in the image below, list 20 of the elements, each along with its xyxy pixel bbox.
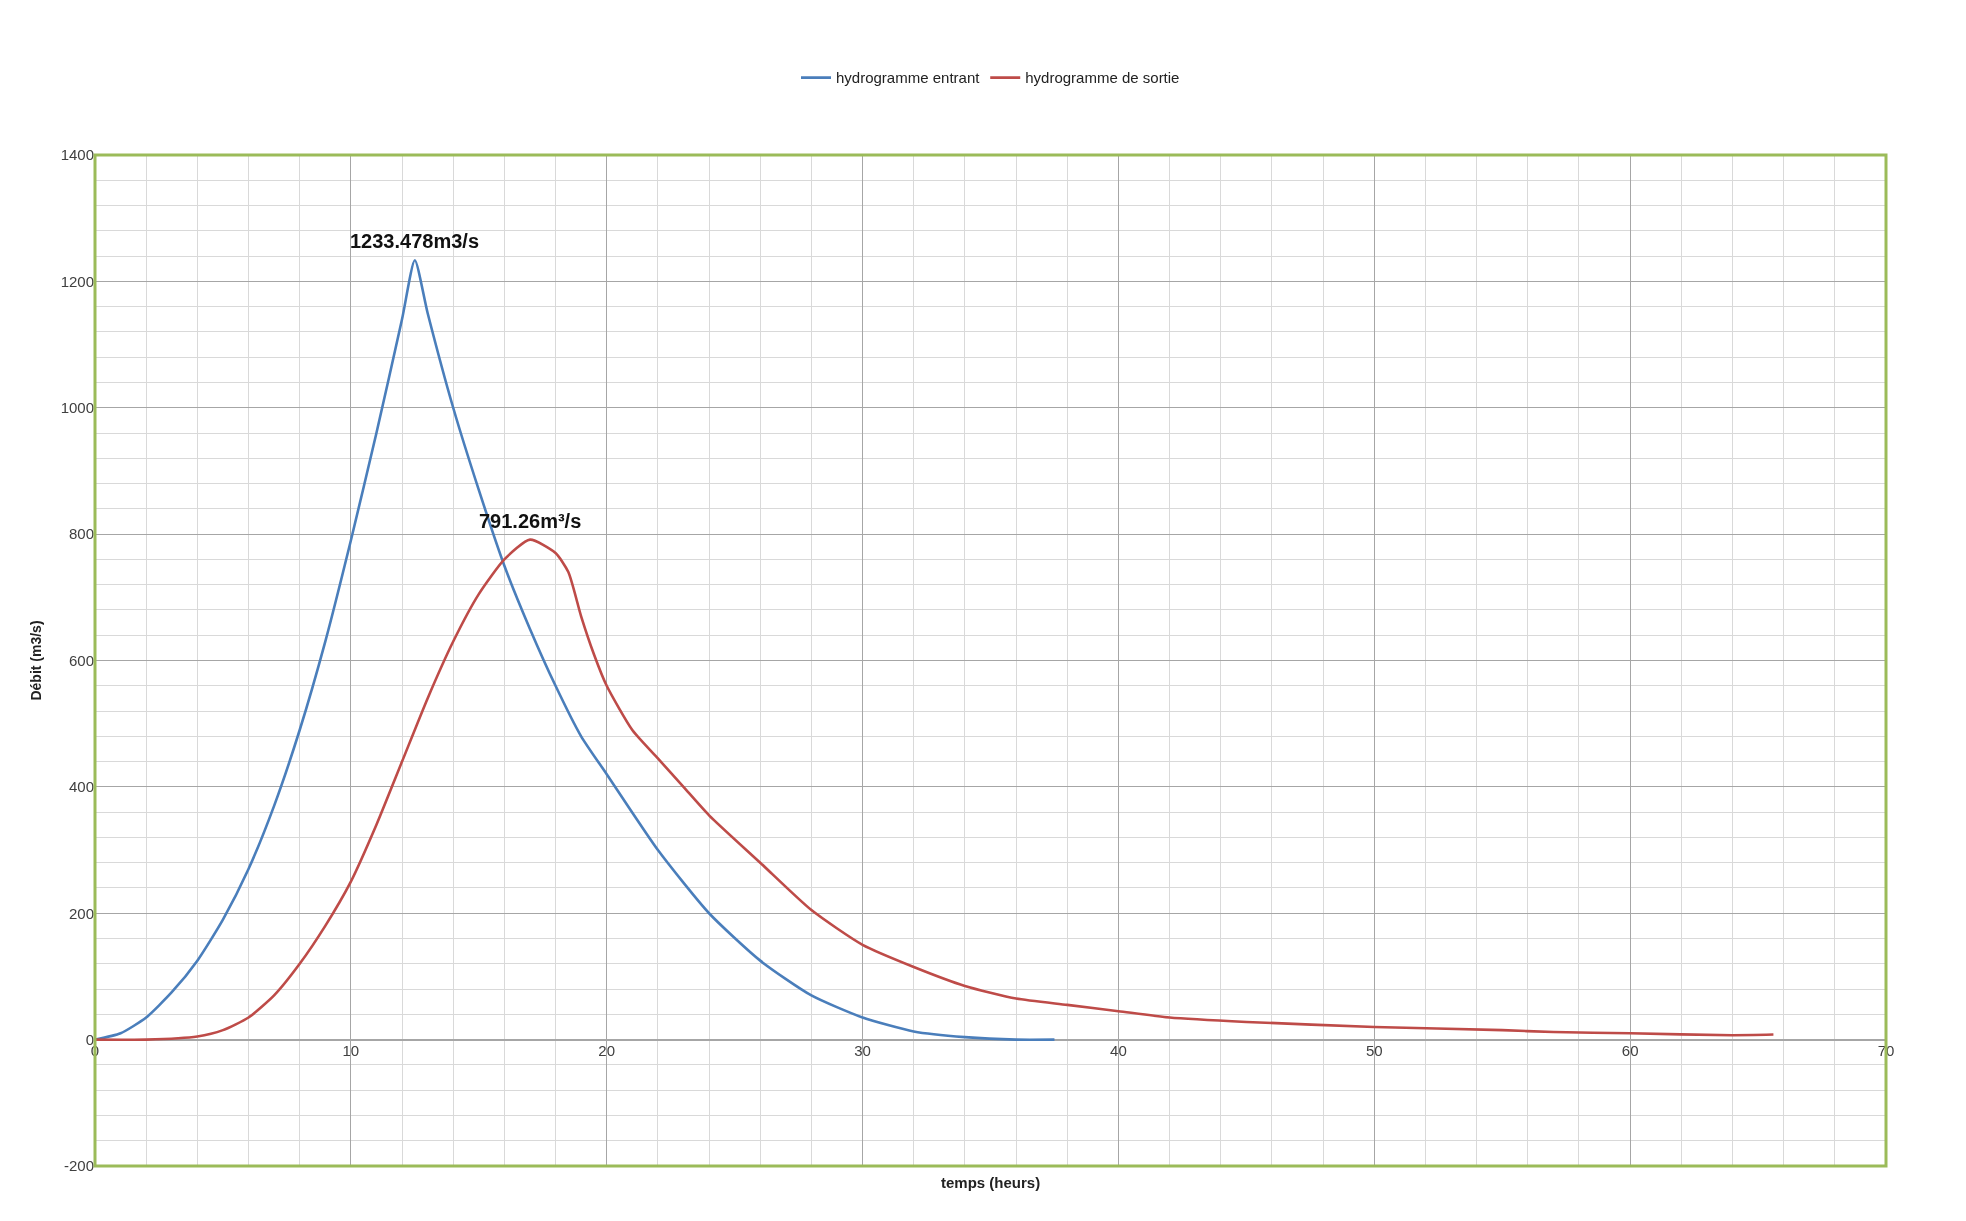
x-tick-label: 10 (342, 1041, 360, 1059)
annotation: 1233.478m3/s (350, 230, 480, 252)
x-tick-label: 20 (598, 1041, 616, 1059)
line-series (95, 538, 1775, 1042)
y-tick-label: -200 (63, 1157, 94, 1175)
y-tick-label: 400 (68, 778, 94, 796)
x-tick-label: 30 (854, 1041, 871, 1059)
y-tick-label: 600 (68, 651, 94, 669)
y-tick-label: 200 (68, 904, 94, 922)
y-tick-label: 1200 (60, 272, 94, 290)
x-tick-label: 40 (1110, 1041, 1127, 1059)
x-axis-title: temps (heurs) (941, 1174, 1041, 1191)
legend-label: hydrogramme de sortie (1025, 69, 1180, 87)
y-tick-label: 1000 (60, 399, 94, 416)
x-tick-label: 60 (1621, 1041, 1639, 1059)
y-tick-label: 800 (68, 525, 94, 543)
legend-label: hydrogramme entrant (836, 69, 981, 87)
x-tick-label: 50 (1365, 1041, 1383, 1059)
y-axis-title: Débit (m3/s) (28, 620, 45, 701)
y-tick-label: 1400 (60, 146, 94, 164)
